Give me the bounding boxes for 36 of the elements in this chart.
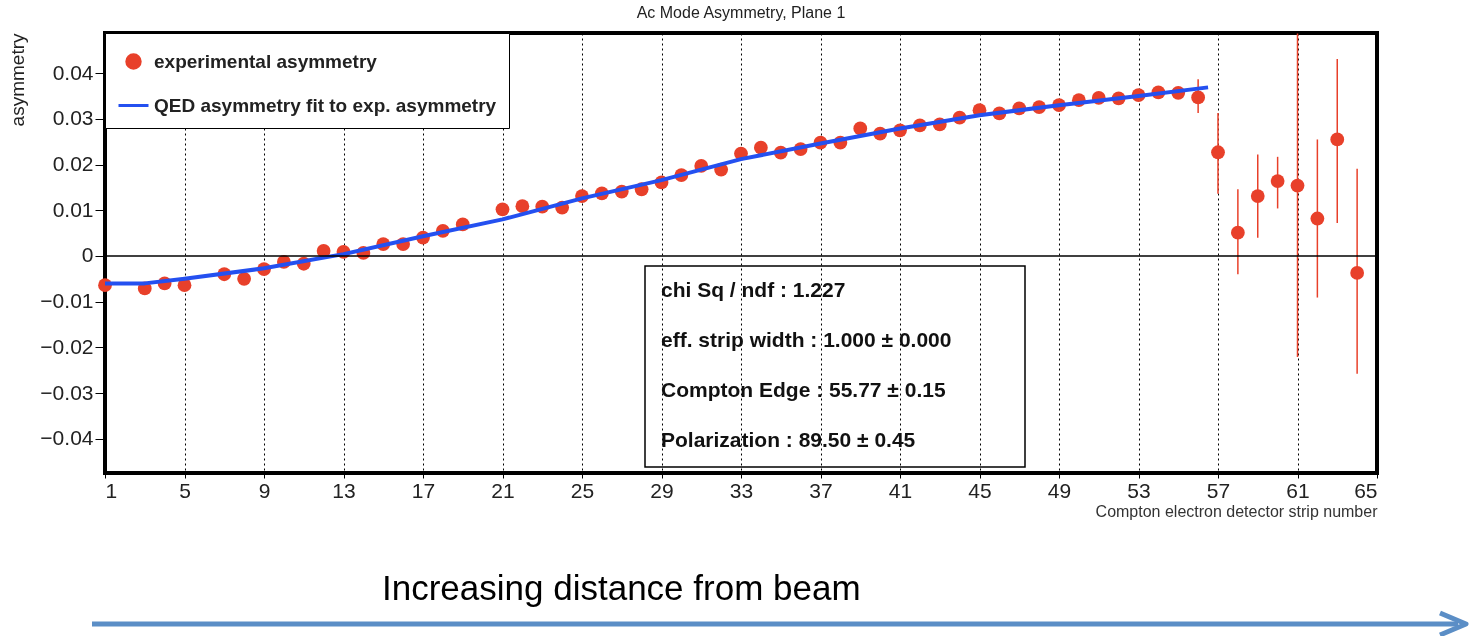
y-tick-label: −0.01 <box>40 289 94 313</box>
y-axis-title: asymmetry <box>7 33 29 127</box>
annotation: chi Sq / ndf : 1.227 <box>661 278 846 301</box>
x-tick-label: 61 <box>1286 478 1310 502</box>
annotation: Polarization : 89.50 ± 0.45 <box>661 428 916 451</box>
y-tick-label: 0.04 <box>52 60 94 84</box>
x-axis-title: Compton electron detector strip number <box>1095 502 1379 520</box>
chart-title: Ac Mode Asymmetry, Plane 1 <box>636 3 846 21</box>
x-tick-label: 17 <box>411 478 436 502</box>
x-tick-label: 5 <box>179 478 191 502</box>
y-tick-label: −0.02 <box>40 334 94 358</box>
x-tick-label: 37 <box>809 478 833 502</box>
x-tick-label: 21 <box>491 478 515 502</box>
annotation: eff. strip width : 1.000 ± 0.000 <box>661 328 952 351</box>
y-tick-label: 0.02 <box>52 152 94 176</box>
y-tick-label: 0.03 <box>52 106 94 130</box>
legend-label: experimental asymmetry <box>154 50 378 72</box>
x-tick-label: 45 <box>968 478 992 502</box>
y-tick-label: −0.04 <box>40 426 94 450</box>
text: Increasing distance from beam <box>382 568 861 608</box>
x-tick-label: 9 <box>258 478 271 502</box>
x-tick-label: 65 <box>1354 478 1378 502</box>
x-tick-label: 49 <box>1047 478 1072 502</box>
x-tick-label: 29 <box>650 478 674 502</box>
y-tick-label: −0.03 <box>40 380 94 404</box>
x-tick-label: 1 <box>105 478 118 502</box>
y-tick-label: 0 <box>81 243 94 267</box>
x-tick-label: 57 <box>1206 478 1231 502</box>
y-tick-label: 0.01 <box>52 197 94 221</box>
x-tick-label: 53 <box>1127 478 1151 502</box>
x-tick-label: 33 <box>729 478 754 502</box>
x-tick-label: 25 <box>570 478 595 502</box>
x-tick-label: 13 <box>332 478 356 502</box>
legend-label: QED asymmetry fit to exp. asymmetry <box>154 94 497 116</box>
annotation: Compton Edge : 55.77 ± 0.15 <box>661 378 946 401</box>
x-tick-label: 41 <box>888 478 913 502</box>
